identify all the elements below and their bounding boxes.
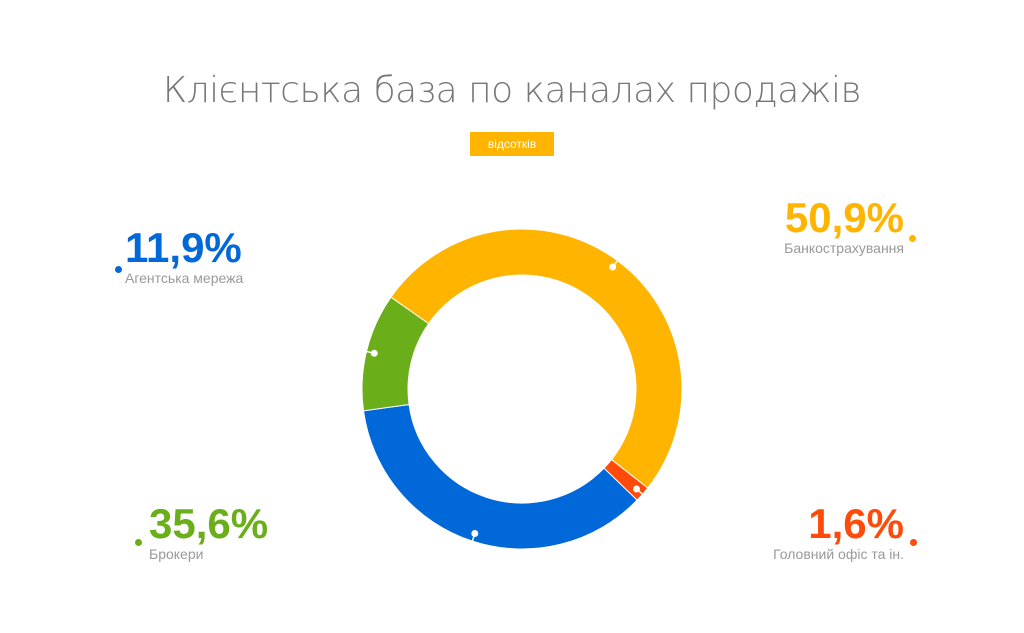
label-head-office: 1,6% Головний офіс та ін. (773, 500, 904, 563)
slice-marker-dot-0 (609, 263, 617, 271)
marker-dot-brokers (135, 539, 142, 546)
label-agent: 11,9% Агентська мережа (125, 224, 244, 287)
label-bank: 50,9% Банкострахування (784, 194, 904, 257)
donut-slice-2 (362, 403, 638, 550)
page-title: Клієнтська база по каналах продажів (162, 70, 862, 111)
slice-marker-dot-2 (471, 529, 479, 537)
name-bank: Банкострахування (784, 240, 904, 256)
label-brokers: 35,6% Брокери (149, 500, 269, 563)
value-agent: 11,9% (125, 224, 242, 271)
marker-dot-bank (909, 235, 916, 242)
slice-marker-dot-1 (633, 485, 641, 493)
value-head-office: 1,6% (808, 500, 904, 547)
donut-slice-3 (361, 296, 430, 412)
name-agent: Агентська мережа (125, 270, 244, 286)
value-brokers: 35,6% (149, 500, 269, 547)
name-head-office: Головний офіс та ін. (773, 546, 904, 562)
name-brokers: Брокери (149, 546, 204, 562)
slice-marker-dot-3 (370, 349, 378, 357)
unit-button[interactable]: відсотків (470, 132, 554, 156)
marker-dot-agent (115, 266, 122, 273)
value-bank: 50,9% (784, 194, 904, 241)
donut-slice-0 (390, 228, 683, 489)
marker-dot-head-office (910, 539, 917, 546)
